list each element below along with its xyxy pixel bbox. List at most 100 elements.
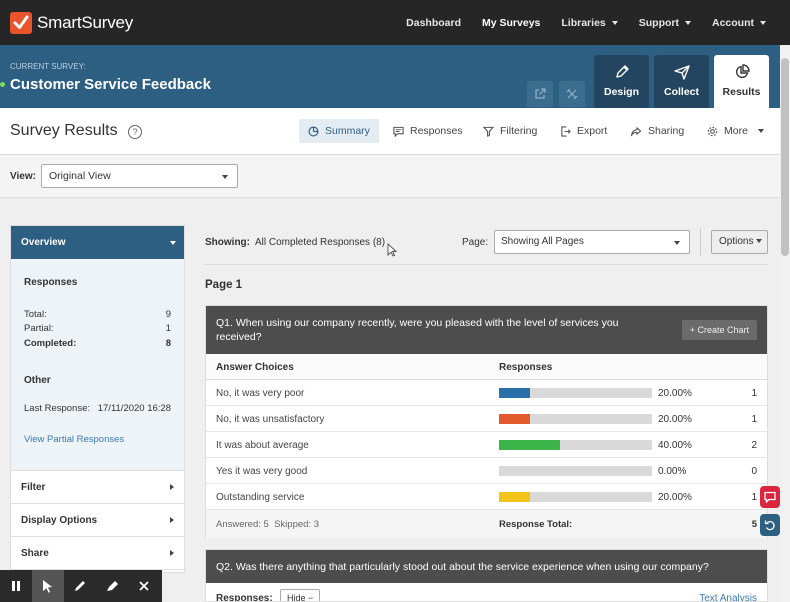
- undo-button[interactable]: [760, 514, 780, 536]
- responses-section-title: Responses: [24, 277, 78, 288]
- tab-collect[interactable]: Collect: [654, 55, 709, 108]
- text-analysis-link[interactable]: Text Analysis: [699, 593, 757, 602]
- chat-button[interactable]: [760, 486, 780, 508]
- survey-tools-button[interactable]: [559, 81, 585, 107]
- view-partial-responses-link[interactable]: View Partial Responses: [24, 434, 125, 445]
- paper-plane-icon: [673, 65, 690, 80]
- sidebar-display-options[interactable]: Display Options: [11, 504, 184, 537]
- export-icon: [561, 125, 571, 137]
- last-response-label: Last Response:: [24, 403, 91, 414]
- current-survey-label: CURRENT SURVEY:: [10, 62, 86, 71]
- view-label: View:: [10, 171, 36, 182]
- smartsurvey-logo[interactable]: SmartSurvey: [10, 11, 133, 34]
- nav-account[interactable]: Account: [712, 17, 766, 29]
- tab-responses[interactable]: Responses: [384, 119, 472, 143]
- close-toolbar-button[interactable]: [128, 570, 160, 602]
- highlighter-icon: [107, 581, 118, 591]
- tab-summary[interactable]: Summary: [299, 119, 379, 143]
- tab-sharing[interactable]: Sharing: [621, 119, 693, 143]
- stat-label: Completed:: [24, 338, 77, 349]
- open-survey-button[interactable]: [527, 81, 553, 107]
- pie-chart-icon: [735, 64, 750, 79]
- response-bar-fill: [499, 440, 561, 450]
- sidebar-filter[interactable]: Filter: [11, 471, 184, 504]
- answer-row: Outstanding service 20.00% 1: [206, 484, 767, 510]
- help-icon[interactable]: ?: [128, 125, 142, 139]
- undo-icon: [764, 520, 775, 531]
- results-header: Survey Results ? Summary Responses Filte…: [0, 108, 790, 155]
- answer-row: It was about average 40.00% 2: [206, 432, 767, 458]
- sidebar-display-options-label: Display Options: [21, 515, 98, 526]
- answered-count: Answered: 5: [216, 519, 269, 530]
- page-select-value: Showing All Pages: [501, 236, 584, 247]
- pause-icon: [12, 581, 20, 591]
- tab-more[interactable]: More: [698, 119, 773, 143]
- external-link-icon: [535, 88, 546, 99]
- tab-results-label: Results: [722, 86, 761, 98]
- cursor-icon: [43, 580, 52, 593]
- chevron-right-icon: [170, 550, 174, 556]
- live-status-dot: [0, 82, 5, 87]
- stat-total: Total: 9: [24, 309, 171, 320]
- answer-rows: No, it was very poor 20.00% 1 No, it was un…: [206, 380, 767, 510]
- response-bar-fill: [499, 414, 530, 424]
- col-answer-choices: Answer Choices: [216, 362, 294, 373]
- chevron-right-icon: [170, 517, 174, 523]
- sidebar-share[interactable]: Share: [11, 537, 184, 570]
- page-scrollbar[interactable]: [780, 45, 790, 602]
- answer-percent: 40.00%: [658, 440, 692, 451]
- mouse-cursor-icon: [387, 243, 397, 257]
- stat-value: 1: [165, 323, 171, 334]
- view-select[interactable]: Original View: [41, 164, 238, 188]
- pen-tool-button[interactable]: [64, 570, 96, 602]
- overview-title: Overview: [21, 237, 66, 248]
- overview-header[interactable]: Overview: [11, 226, 184, 259]
- nav-support[interactable]: Support: [639, 17, 691, 29]
- survey-title[interactable]: Customer Service Feedback: [10, 76, 211, 93]
- hide-button[interactable]: Hide −: [280, 589, 321, 602]
- pause-button[interactable]: [0, 570, 32, 602]
- response-bar-fill: [499, 388, 530, 398]
- chevron-down-icon: [756, 239, 763, 243]
- view-select-value: Original View: [49, 170, 111, 182]
- scrollbar-thumb[interactable]: [781, 58, 789, 256]
- answer-row: No, it was very poor 20.00% 1: [206, 380, 767, 406]
- options-button[interactable]: Options: [711, 230, 768, 254]
- page-select[interactable]: Showing All Pages: [494, 230, 690, 254]
- nav-my-surveys[interactable]: My Surveys: [482, 17, 540, 29]
- tab-design[interactable]: Design: [594, 55, 649, 108]
- chevron-right-icon: [170, 484, 174, 490]
- tab-results[interactable]: Results: [714, 55, 769, 108]
- tab-export-label: Export: [577, 125, 608, 137]
- response-bar: [499, 414, 652, 424]
- summary-icon: [308, 126, 319, 136]
- answer-count: 2: [751, 440, 757, 451]
- pen-icon: [75, 581, 85, 591]
- tab-design-label: Design: [603, 86, 639, 98]
- tab-more-label: More: [724, 125, 748, 137]
- nav-dashboard[interactable]: Dashboard: [406, 17, 461, 29]
- answer-count: 0: [751, 466, 757, 477]
- question-2-title: Q2. Was there anything that particularly…: [206, 550, 767, 583]
- response-bar-fill: [499, 492, 530, 502]
- minus-icon: −: [308, 593, 314, 602]
- overview-sidebar: Overview Responses Total: 9 Partial: 1 Com…: [10, 225, 185, 573]
- answer-label: No, it was unsatisfactory: [216, 414, 325, 425]
- divider: [205, 264, 768, 265]
- share-icon: [630, 126, 642, 136]
- stat-value: 8: [165, 338, 171, 349]
- overview-panel: Responses Total: 9 Partial: 1 Completed: 8 …: [11, 259, 184, 471]
- highlighter-tool-button[interactable]: [96, 570, 128, 602]
- showing-label: Showing:: [205, 237, 250, 248]
- tab-filtering[interactable]: Filtering: [474, 119, 546, 143]
- pointer-tool-button[interactable]: [32, 570, 64, 602]
- answer-label: Yes it was very good: [216, 466, 308, 477]
- answer-label: No, it was very poor: [216, 388, 305, 399]
- skipped-count: Skipped: 3: [274, 519, 319, 530]
- nav-libraries[interactable]: Libraries: [561, 17, 618, 29]
- tab-export[interactable]: Export: [551, 119, 616, 143]
- top-navbar: SmartSurvey Dashboard My Surveys Librari…: [0, 0, 790, 45]
- response-total-value: 5: [751, 519, 757, 530]
- create-chart-button[interactable]: + Create Chart: [681, 320, 757, 340]
- tab-filtering-label: Filtering: [500, 125, 538, 137]
